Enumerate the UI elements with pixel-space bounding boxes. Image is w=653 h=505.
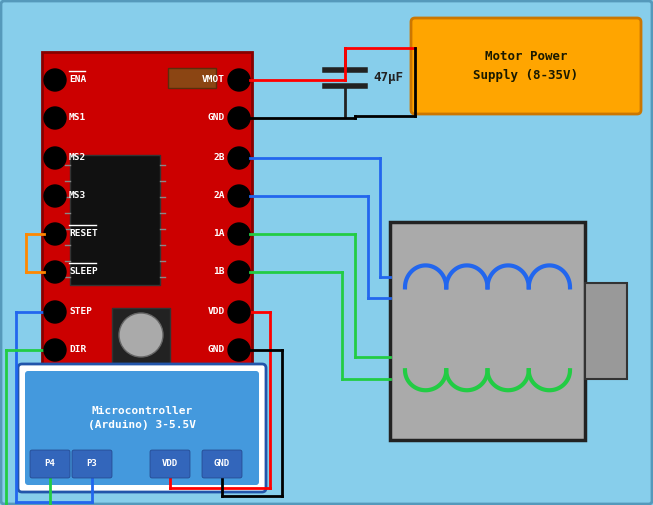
FancyBboxPatch shape: [72, 450, 112, 478]
Circle shape: [228, 147, 250, 169]
FancyBboxPatch shape: [168, 68, 216, 88]
Text: 2B: 2B: [214, 154, 225, 163]
Circle shape: [228, 261, 250, 283]
FancyBboxPatch shape: [70, 155, 160, 285]
Text: MS1: MS1: [69, 114, 86, 123]
Circle shape: [44, 107, 66, 129]
Text: GND: GND: [208, 114, 225, 123]
Text: Motor Power
Supply (8-35V): Motor Power Supply (8-35V): [473, 50, 579, 81]
Text: 1A: 1A: [214, 229, 225, 238]
Circle shape: [44, 261, 66, 283]
Text: SLEEP: SLEEP: [69, 268, 98, 277]
Circle shape: [44, 185, 66, 207]
Circle shape: [228, 107, 250, 129]
Text: MS2: MS2: [69, 154, 86, 163]
Text: STEP: STEP: [69, 308, 92, 317]
Text: Microcontroller
(Arduino) 3-5.5V: Microcontroller (Arduino) 3-5.5V: [88, 406, 196, 430]
FancyBboxPatch shape: [411, 18, 641, 114]
FancyBboxPatch shape: [585, 283, 627, 379]
Circle shape: [228, 69, 250, 91]
Circle shape: [228, 339, 250, 361]
FancyBboxPatch shape: [18, 364, 266, 492]
Circle shape: [44, 301, 66, 323]
Circle shape: [44, 69, 66, 91]
FancyBboxPatch shape: [112, 308, 170, 363]
Text: 47μF: 47μF: [373, 72, 403, 84]
Text: VDD: VDD: [162, 460, 178, 469]
FancyBboxPatch shape: [42, 52, 252, 372]
Text: RESET: RESET: [69, 229, 98, 238]
Circle shape: [228, 301, 250, 323]
FancyBboxPatch shape: [202, 450, 242, 478]
Text: GND: GND: [214, 460, 230, 469]
Text: VDD: VDD: [208, 308, 225, 317]
Text: DIR: DIR: [69, 345, 86, 355]
Text: MS3: MS3: [69, 191, 86, 200]
Text: 1B: 1B: [214, 268, 225, 277]
FancyBboxPatch shape: [390, 222, 585, 440]
Circle shape: [119, 313, 163, 357]
Circle shape: [228, 223, 250, 245]
Text: 2A: 2A: [214, 191, 225, 200]
Circle shape: [44, 339, 66, 361]
Circle shape: [228, 185, 250, 207]
Circle shape: [44, 223, 66, 245]
Text: P4: P4: [44, 460, 56, 469]
Circle shape: [44, 147, 66, 169]
FancyBboxPatch shape: [30, 450, 70, 478]
FancyBboxPatch shape: [25, 371, 259, 485]
Text: GND: GND: [208, 345, 225, 355]
Text: VMOT: VMOT: [202, 76, 225, 84]
Text: P3: P3: [87, 460, 97, 469]
Text: ENA: ENA: [69, 76, 86, 84]
FancyBboxPatch shape: [150, 450, 190, 478]
